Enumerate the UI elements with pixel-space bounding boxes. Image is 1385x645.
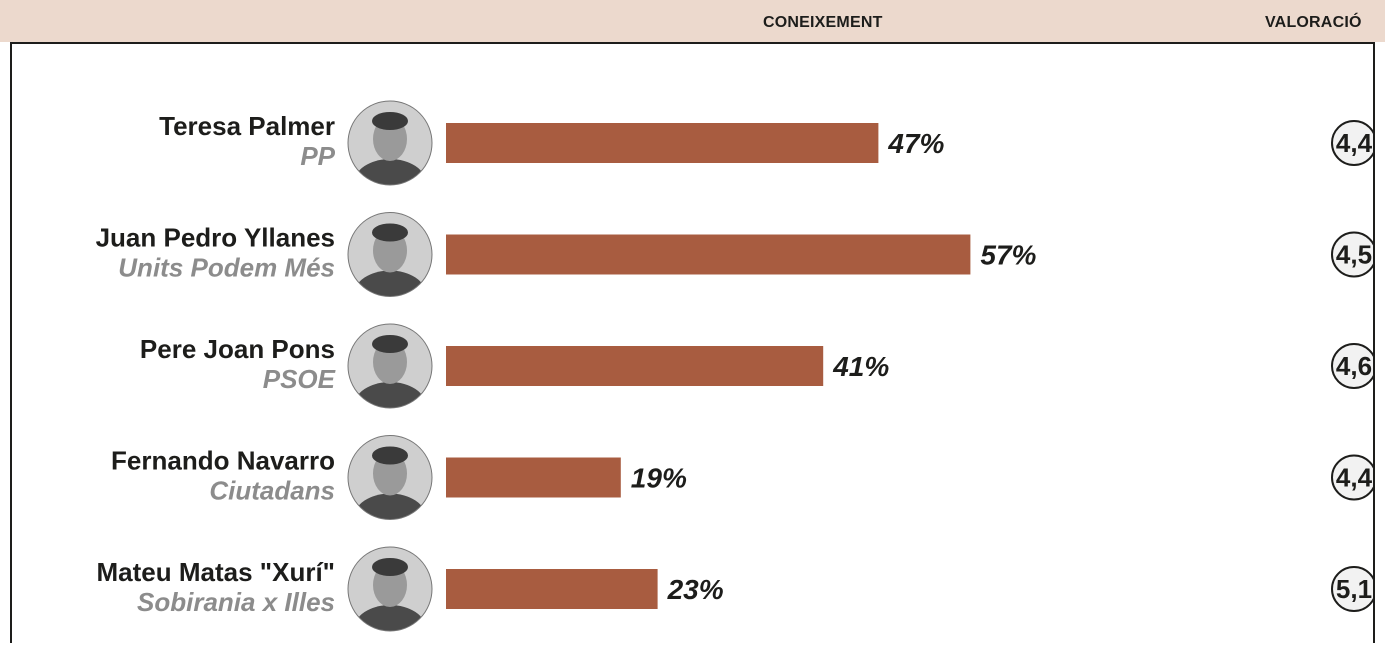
candidate-party: PSOE bbox=[263, 364, 336, 394]
rating-value-label: 5,1 bbox=[1336, 574, 1372, 604]
knowledge-bar bbox=[446, 569, 658, 609]
knowledge-value-label: 41% bbox=[832, 351, 889, 382]
knowledge-value-label: 57% bbox=[980, 240, 1036, 271]
knowledge-bar bbox=[446, 457, 621, 498]
photo-hair bbox=[372, 335, 408, 353]
candidate-photo-icon bbox=[348, 212, 432, 297]
photo-shoulders bbox=[354, 605, 426, 631]
knowledge-value-label: 47% bbox=[887, 128, 944, 159]
knowledge-bar bbox=[446, 234, 971, 275]
candidate-name: Juan Pedro Yllanes bbox=[96, 223, 335, 253]
candidate-party: Ciutadans bbox=[209, 476, 335, 506]
photo-frame bbox=[347, 323, 433, 409]
rating-circle bbox=[1331, 566, 1373, 612]
candidate-name: Teresa Palmer bbox=[159, 111, 335, 141]
candidate-party: Sobirania x Illes bbox=[137, 587, 335, 617]
photo-shoulders bbox=[354, 270, 426, 297]
candidate-party: Units Podem Més bbox=[118, 253, 335, 283]
knowledge-value-label: 23% bbox=[667, 574, 724, 605]
photo-hair bbox=[372, 112, 408, 130]
rating-value-label: 4,6 bbox=[1336, 351, 1372, 381]
candidate-name: Fernando Navarro bbox=[111, 446, 335, 476]
rating-value-label: 4,5 bbox=[1336, 240, 1372, 270]
photo-hair bbox=[372, 558, 408, 576]
photo-shoulders bbox=[354, 493, 426, 520]
photo-frame bbox=[347, 435, 433, 520]
photo-hair bbox=[372, 223, 408, 242]
knowledge-column-header: CONEIXEMENT bbox=[763, 14, 883, 31]
candidate-party: PP bbox=[300, 141, 335, 171]
rating-circle bbox=[1331, 120, 1373, 166]
photo-frame bbox=[347, 100, 433, 186]
rating-value-label: 4,4 bbox=[1336, 463, 1373, 493]
candidate-name: Mateu Matas "Xurí" bbox=[97, 557, 335, 587]
rating-column-header: VALORACIÓ bbox=[1265, 14, 1362, 31]
candidate-photo-icon bbox=[348, 435, 432, 520]
knowledge-bar bbox=[446, 123, 879, 163]
header-bar: CONEIXEMENT VALORACIÓ bbox=[0, 0, 1385, 42]
candidate-name: Pere Joan Pons bbox=[140, 334, 335, 364]
candidate-photo-icon bbox=[348, 547, 432, 631]
rating-value-label: 4,4 bbox=[1336, 128, 1373, 158]
rating-circle bbox=[1331, 231, 1373, 278]
knowledge-value-label: 19% bbox=[631, 463, 687, 494]
candidate-photo-icon bbox=[348, 324, 432, 408]
photo-frame bbox=[347, 212, 433, 297]
photo-shoulders bbox=[354, 159, 426, 185]
knowledge-bar bbox=[446, 346, 824, 386]
photo-frame bbox=[347, 546, 433, 632]
photo-shoulders bbox=[354, 382, 426, 408]
photo-hair bbox=[372, 446, 408, 465]
rating-circle bbox=[1331, 343, 1373, 389]
candidate-row: Mateu Matas "Xurí"Sobirania x Illes 23% 5,… bbox=[97, 546, 1373, 632]
chart-panel: Teresa Palmer PP 47% 4,4 Juan Pedro Yllanes U… bbox=[10, 42, 1375, 643]
rating-circle bbox=[1331, 454, 1373, 501]
candidate-photo-icon bbox=[348, 101, 432, 185]
